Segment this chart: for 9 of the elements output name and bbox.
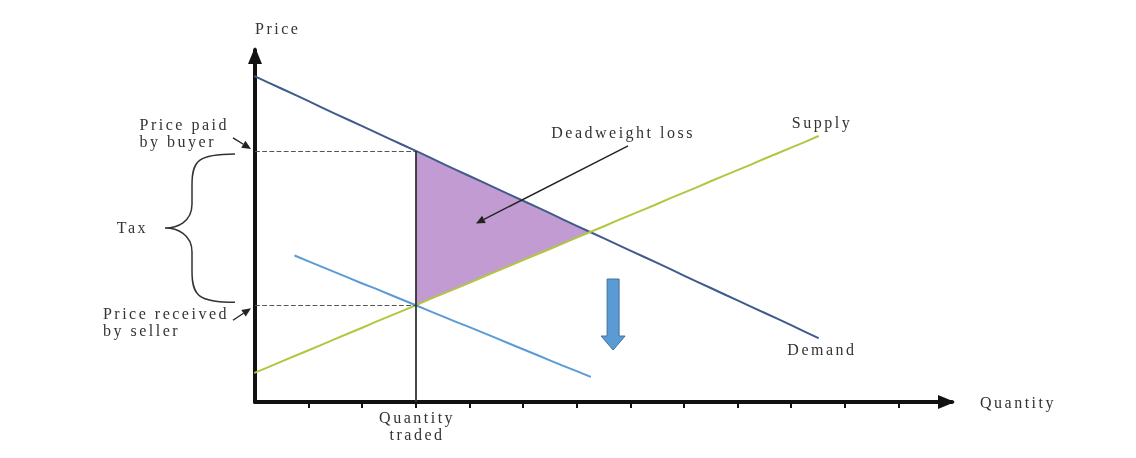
ref-line-label: Price paid by buyer — [139, 115, 229, 151]
text: Deadweight loss — [551, 123, 695, 142]
y-axis-title: Price — [255, 19, 301, 37]
x-axis-title: Quantity — [980, 393, 1056, 412]
text: Quantity traded — [379, 409, 456, 443]
ref-line-label: Price received by seller — [102, 305, 230, 341]
series-label: Demand — [787, 340, 857, 358]
series-label: Supply — [791, 114, 853, 133]
text: Tax — [116, 219, 148, 237]
